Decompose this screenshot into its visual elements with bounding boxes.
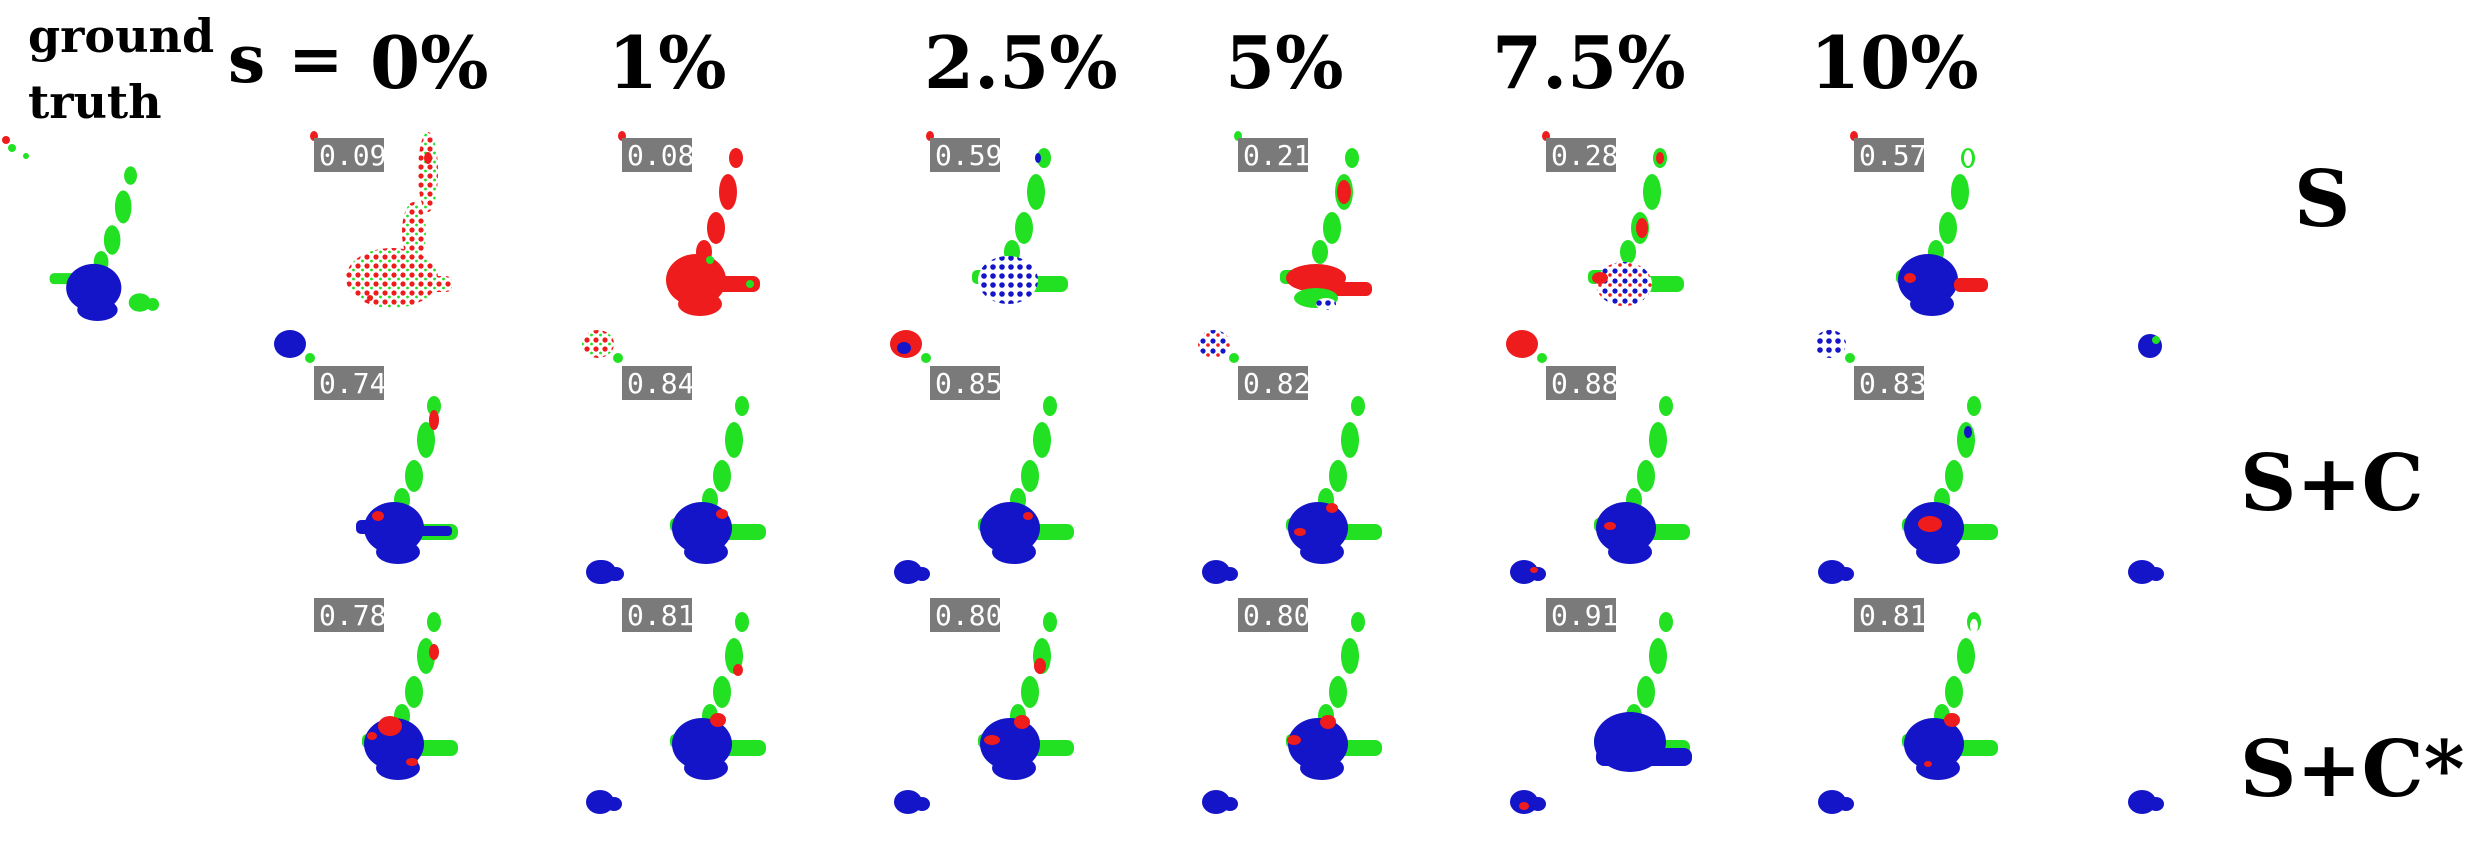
score-badge-row0-col4: 0.28 [1546, 138, 1618, 172]
score-badge-row2-col4: 0.91 [1546, 598, 1618, 632]
row-label-s: S [2294, 154, 2350, 245]
score-text-row2-col4: 0.91 [1551, 599, 1618, 632]
cell-row1-col5 [1814, 330, 1998, 564]
blob-row2-top-col3 [1202, 560, 1238, 584]
cell-row0-col5 [1850, 131, 1988, 316]
score-text-row0-col5: 0.57 [1859, 139, 1926, 172]
score-badge-row1-col2: 0.85 [930, 366, 1002, 400]
score-badge-row0-col5: 0.57 [1854, 138, 1926, 172]
score-text-row2-col5: 0.81 [1859, 599, 1926, 632]
cell-row2-col2 [978, 612, 1074, 780]
score-badge-row0-col1: 0.08 [622, 138, 694, 172]
column-header-0: 0% [370, 20, 489, 105]
score-text-row1-col2: 0.85 [935, 367, 1002, 400]
blob-bottom-col2 [1202, 790, 1238, 814]
score-text-row0-col3: 0.21 [1243, 139, 1310, 172]
score-text-row0-col4: 0.28 [1551, 139, 1618, 172]
score-text-row2-col3: 0.80 [1243, 599, 1310, 632]
column-header-3: 5% [1225, 20, 1344, 105]
score-text-row0-col1: 0.08 [627, 139, 694, 172]
score-text-row1-col3: 0.82 [1243, 367, 1310, 400]
score-text-row1-col0: 0.74 [319, 367, 386, 400]
score-text-row1-col5: 0.83 [1859, 367, 1926, 400]
score-badge-row2-col5: 0.81 [1854, 598, 1926, 632]
score-text-row0-col0: 0.09 [319, 139, 386, 172]
blob-bottom-col5 [2128, 790, 2164, 814]
cell-row2-col0 [362, 612, 458, 780]
score-badge-row1-col0: 0.74 [314, 366, 386, 400]
cell-row1-col1 [582, 330, 766, 564]
score-text-row1-col1: 0.84 [627, 367, 694, 400]
row-label-s-plus-c-star: S+C* [2240, 724, 2465, 815]
blob-row2-top-a [588, 560, 624, 584]
cell-row1-col4 [1506, 330, 1690, 564]
cell-row2-col5 [1902, 612, 1998, 780]
score-badge-row1-col3: 0.82 [1238, 366, 1310, 400]
blob-row2-top-col5 [1818, 560, 1854, 584]
cell-row2-col4 [1594, 612, 1692, 772]
cell-row1-col3 [1198, 330, 1382, 564]
blob-row2-top-col2 [894, 560, 930, 584]
column-header-4: 7.5% [1492, 20, 1686, 105]
score-text-row0-col2: 0.59 [935, 139, 1002, 172]
cell-row0-col3 [1234, 131, 1372, 310]
ground-truth-label-line1: ground [28, 9, 214, 63]
score-badge-row2-col1: 0.81 [622, 598, 694, 632]
score-badge-row0-col0: 0.09 [314, 138, 386, 172]
cell-row0-col4 [1542, 131, 1684, 306]
column-header-5: 10% [1810, 20, 1979, 105]
score-badge-row1-col1: 0.84 [622, 366, 694, 400]
blob-bottom-col0 [586, 790, 622, 814]
score-badge-row2-col2: 0.80 [930, 598, 1002, 632]
ground-truth-segmentation [2, 136, 160, 321]
score-badge-row2-col3: 0.80 [1238, 598, 1310, 632]
score-text-row2-col1: 0.81 [627, 599, 694, 632]
score-badge-row2-col0: 0.78 [314, 598, 386, 632]
blob-row2-top-col4 [1510, 560, 1546, 584]
cell-row2-col3 [1286, 612, 1382, 780]
score-badge-row1-col5: 0.83 [1854, 366, 1926, 400]
blob-row2-top-col6 [2128, 560, 2164, 584]
score-text-row1-col4: 0.88 [1551, 367, 1618, 400]
blob-bottom-col3 [1510, 790, 1546, 814]
score-badge-row0-col3: 0.21 [1238, 138, 1310, 172]
row-label-s-plus-c: S+C [2240, 438, 2424, 529]
blob-bottom-col4 [1818, 790, 1854, 814]
blob-bottom-col1 [894, 790, 930, 814]
cell-row1-col2 [890, 330, 1074, 564]
cell-row1-col0 [274, 330, 458, 564]
row1-edge-blob [2138, 334, 2162, 358]
column-header-1: 1% [608, 20, 727, 105]
cell-row2-col1 [670, 612, 766, 780]
score-badge-row0-col2: 0.59 [930, 138, 1002, 172]
score-text-row2-col2: 0.80 [935, 599, 1002, 632]
score-text-row2-col0: 0.78 [319, 599, 386, 632]
s-prefix-label: s = [228, 20, 343, 98]
cell-row0-col0 [310, 131, 452, 308]
column-header-2: 2.5% [924, 20, 1118, 105]
score-badge-row1-col4: 0.88 [1546, 366, 1618, 400]
ground-truth-label-line2: truth [28, 75, 162, 129]
